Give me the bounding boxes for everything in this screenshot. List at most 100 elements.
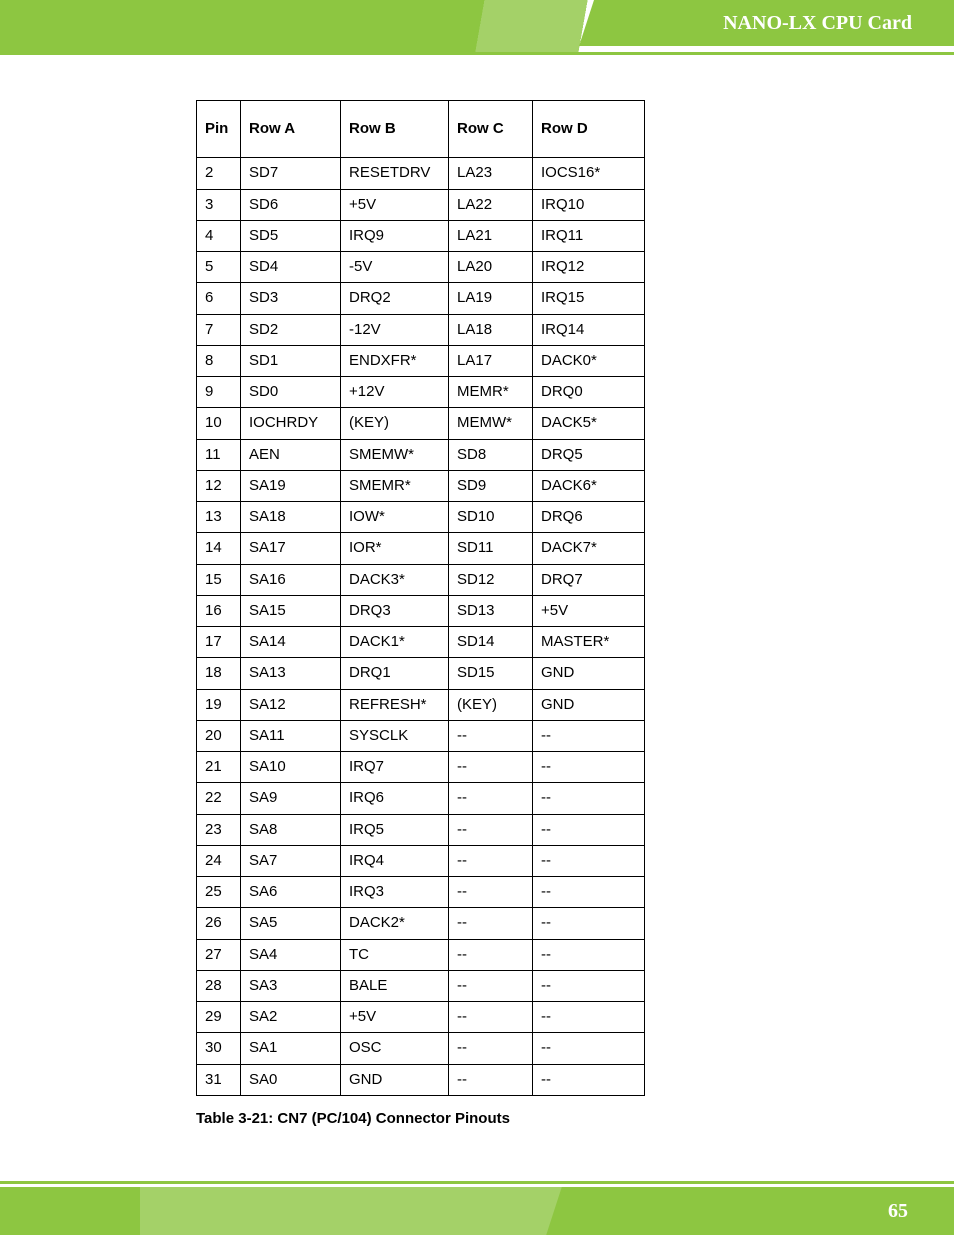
table-cell: 20 [197, 720, 241, 751]
table-cell: 23 [197, 814, 241, 845]
table-cell: GND [341, 1064, 449, 1095]
table-row: 12SA19SMEMR*SD9DACK6* [197, 470, 645, 501]
table-cell: -- [449, 908, 533, 939]
table-cell: DRQ1 [341, 658, 449, 689]
table-cell: SD8 [449, 439, 533, 470]
table-cell: SMEMW* [341, 439, 449, 470]
table-cell: SA12 [241, 689, 341, 720]
table-cell: -- [449, 1033, 533, 1064]
table-cell: RESETDRV [341, 158, 449, 189]
table-row: 27SA4TC---- [197, 939, 645, 970]
table-cell: SMEMR* [341, 470, 449, 501]
table-cell: SD2 [241, 314, 341, 345]
table-cell: SD4 [241, 252, 341, 283]
table-cell: IRQ9 [341, 220, 449, 251]
table-cell: GND [533, 689, 645, 720]
footer-rule [0, 1181, 954, 1184]
table-cell: DRQ3 [341, 595, 449, 626]
table-cell: LA18 [449, 314, 533, 345]
table-cell: DACK7* [533, 533, 645, 564]
page-number: 65 [888, 1200, 908, 1223]
table-row: 11AENSMEMW*SD8DRQ5 [197, 439, 645, 470]
table-row: 6SD3DRQ2LA19IRQ15 [197, 283, 645, 314]
table-cell: SA8 [241, 814, 341, 845]
table-cell: SD11 [449, 533, 533, 564]
table-cell: SD0 [241, 377, 341, 408]
table-cell: LA19 [449, 283, 533, 314]
table-cell: IRQ4 [341, 845, 449, 876]
table-cell: DRQ0 [533, 377, 645, 408]
table-cell: 31 [197, 1064, 241, 1095]
table-row: 7SD2-12VLA18IRQ14 [197, 314, 645, 345]
table-body: 2SD7RESETDRVLA23IOCS16*3SD6+5VLA22IRQ104… [197, 158, 645, 1096]
table-cell: TC [341, 939, 449, 970]
table-cell: MASTER* [533, 627, 645, 658]
table-row: 17SA14DACK1*SD14MASTER* [197, 627, 645, 658]
table-cell: 30 [197, 1033, 241, 1064]
table-cell: SD7 [241, 158, 341, 189]
table-row: 30SA1OSC---- [197, 1033, 645, 1064]
table-cell: LA23 [449, 158, 533, 189]
col-header-pin: Pin [197, 101, 241, 158]
table-cell: +5V [533, 595, 645, 626]
table-cell: (KEY) [449, 689, 533, 720]
table-cell: DACK0* [533, 345, 645, 376]
table-cell: SA7 [241, 845, 341, 876]
table-cell: -- [449, 720, 533, 751]
table-cell: -- [533, 845, 645, 876]
table-cell: SD6 [241, 189, 341, 220]
table-row: 15SA16DACK3*SD12DRQ7 [197, 564, 645, 595]
table-cell: REFRESH* [341, 689, 449, 720]
header-title: NANO-LX CPU Card [723, 12, 912, 35]
table-row: 20SA11SYSCLK---- [197, 720, 645, 751]
table-cell: BALE [341, 970, 449, 1001]
col-header-rowc: Row C [449, 101, 533, 158]
col-header-rowa: Row A [241, 101, 341, 158]
table-cell: 21 [197, 752, 241, 783]
table-cell: 5 [197, 252, 241, 283]
table-cell: DACK6* [533, 470, 645, 501]
table-cell: 28 [197, 970, 241, 1001]
table-cell: 4 [197, 220, 241, 251]
table-cell: IRQ3 [341, 877, 449, 908]
table-cell: 27 [197, 939, 241, 970]
table-cell: SA17 [241, 533, 341, 564]
table-row: 10IOCHRDY(KEY)MEMW*DACK5* [197, 408, 645, 439]
table-row: 13SA18IOW*SD10DRQ6 [197, 502, 645, 533]
table-cell: 2 [197, 158, 241, 189]
table-row: 29SA2+5V---- [197, 1002, 645, 1033]
table-cell: SD14 [449, 627, 533, 658]
table-cell: -5V [341, 252, 449, 283]
table-cell: IRQ11 [533, 220, 645, 251]
col-header-rowd: Row D [533, 101, 645, 158]
table-cell: SA14 [241, 627, 341, 658]
table-cell: 29 [197, 1002, 241, 1033]
table-cell: -- [449, 814, 533, 845]
table-cell: SD3 [241, 283, 341, 314]
table-cell: IRQ7 [341, 752, 449, 783]
table-cell: -- [449, 752, 533, 783]
table-cell: -- [533, 908, 645, 939]
table-cell: 6 [197, 283, 241, 314]
table-cell: 3 [197, 189, 241, 220]
table-row: 8SD1ENDXFR*LA17DACK0* [197, 345, 645, 376]
table-cell: SA15 [241, 595, 341, 626]
table-cell: SA16 [241, 564, 341, 595]
table-cell: -- [449, 845, 533, 876]
table-cell: -- [533, 783, 645, 814]
table-cell: SA6 [241, 877, 341, 908]
table-cell: SA2 [241, 1002, 341, 1033]
table-cell: 10 [197, 408, 241, 439]
table-cell: 22 [197, 783, 241, 814]
table-cell: IOR* [341, 533, 449, 564]
table-cell: -- [449, 1064, 533, 1095]
table-cell: SA1 [241, 1033, 341, 1064]
table-cell: -- [533, 720, 645, 751]
table-cell: (KEY) [341, 408, 449, 439]
table-cell: -- [449, 783, 533, 814]
table-row: 26SA5DACK2*---- [197, 908, 645, 939]
table-cell: -- [533, 752, 645, 783]
table-cell: 25 [197, 877, 241, 908]
header-rule [0, 52, 954, 55]
pinout-table: Pin Row A Row B Row C Row D 2SD7RESETDRV… [196, 100, 645, 1096]
